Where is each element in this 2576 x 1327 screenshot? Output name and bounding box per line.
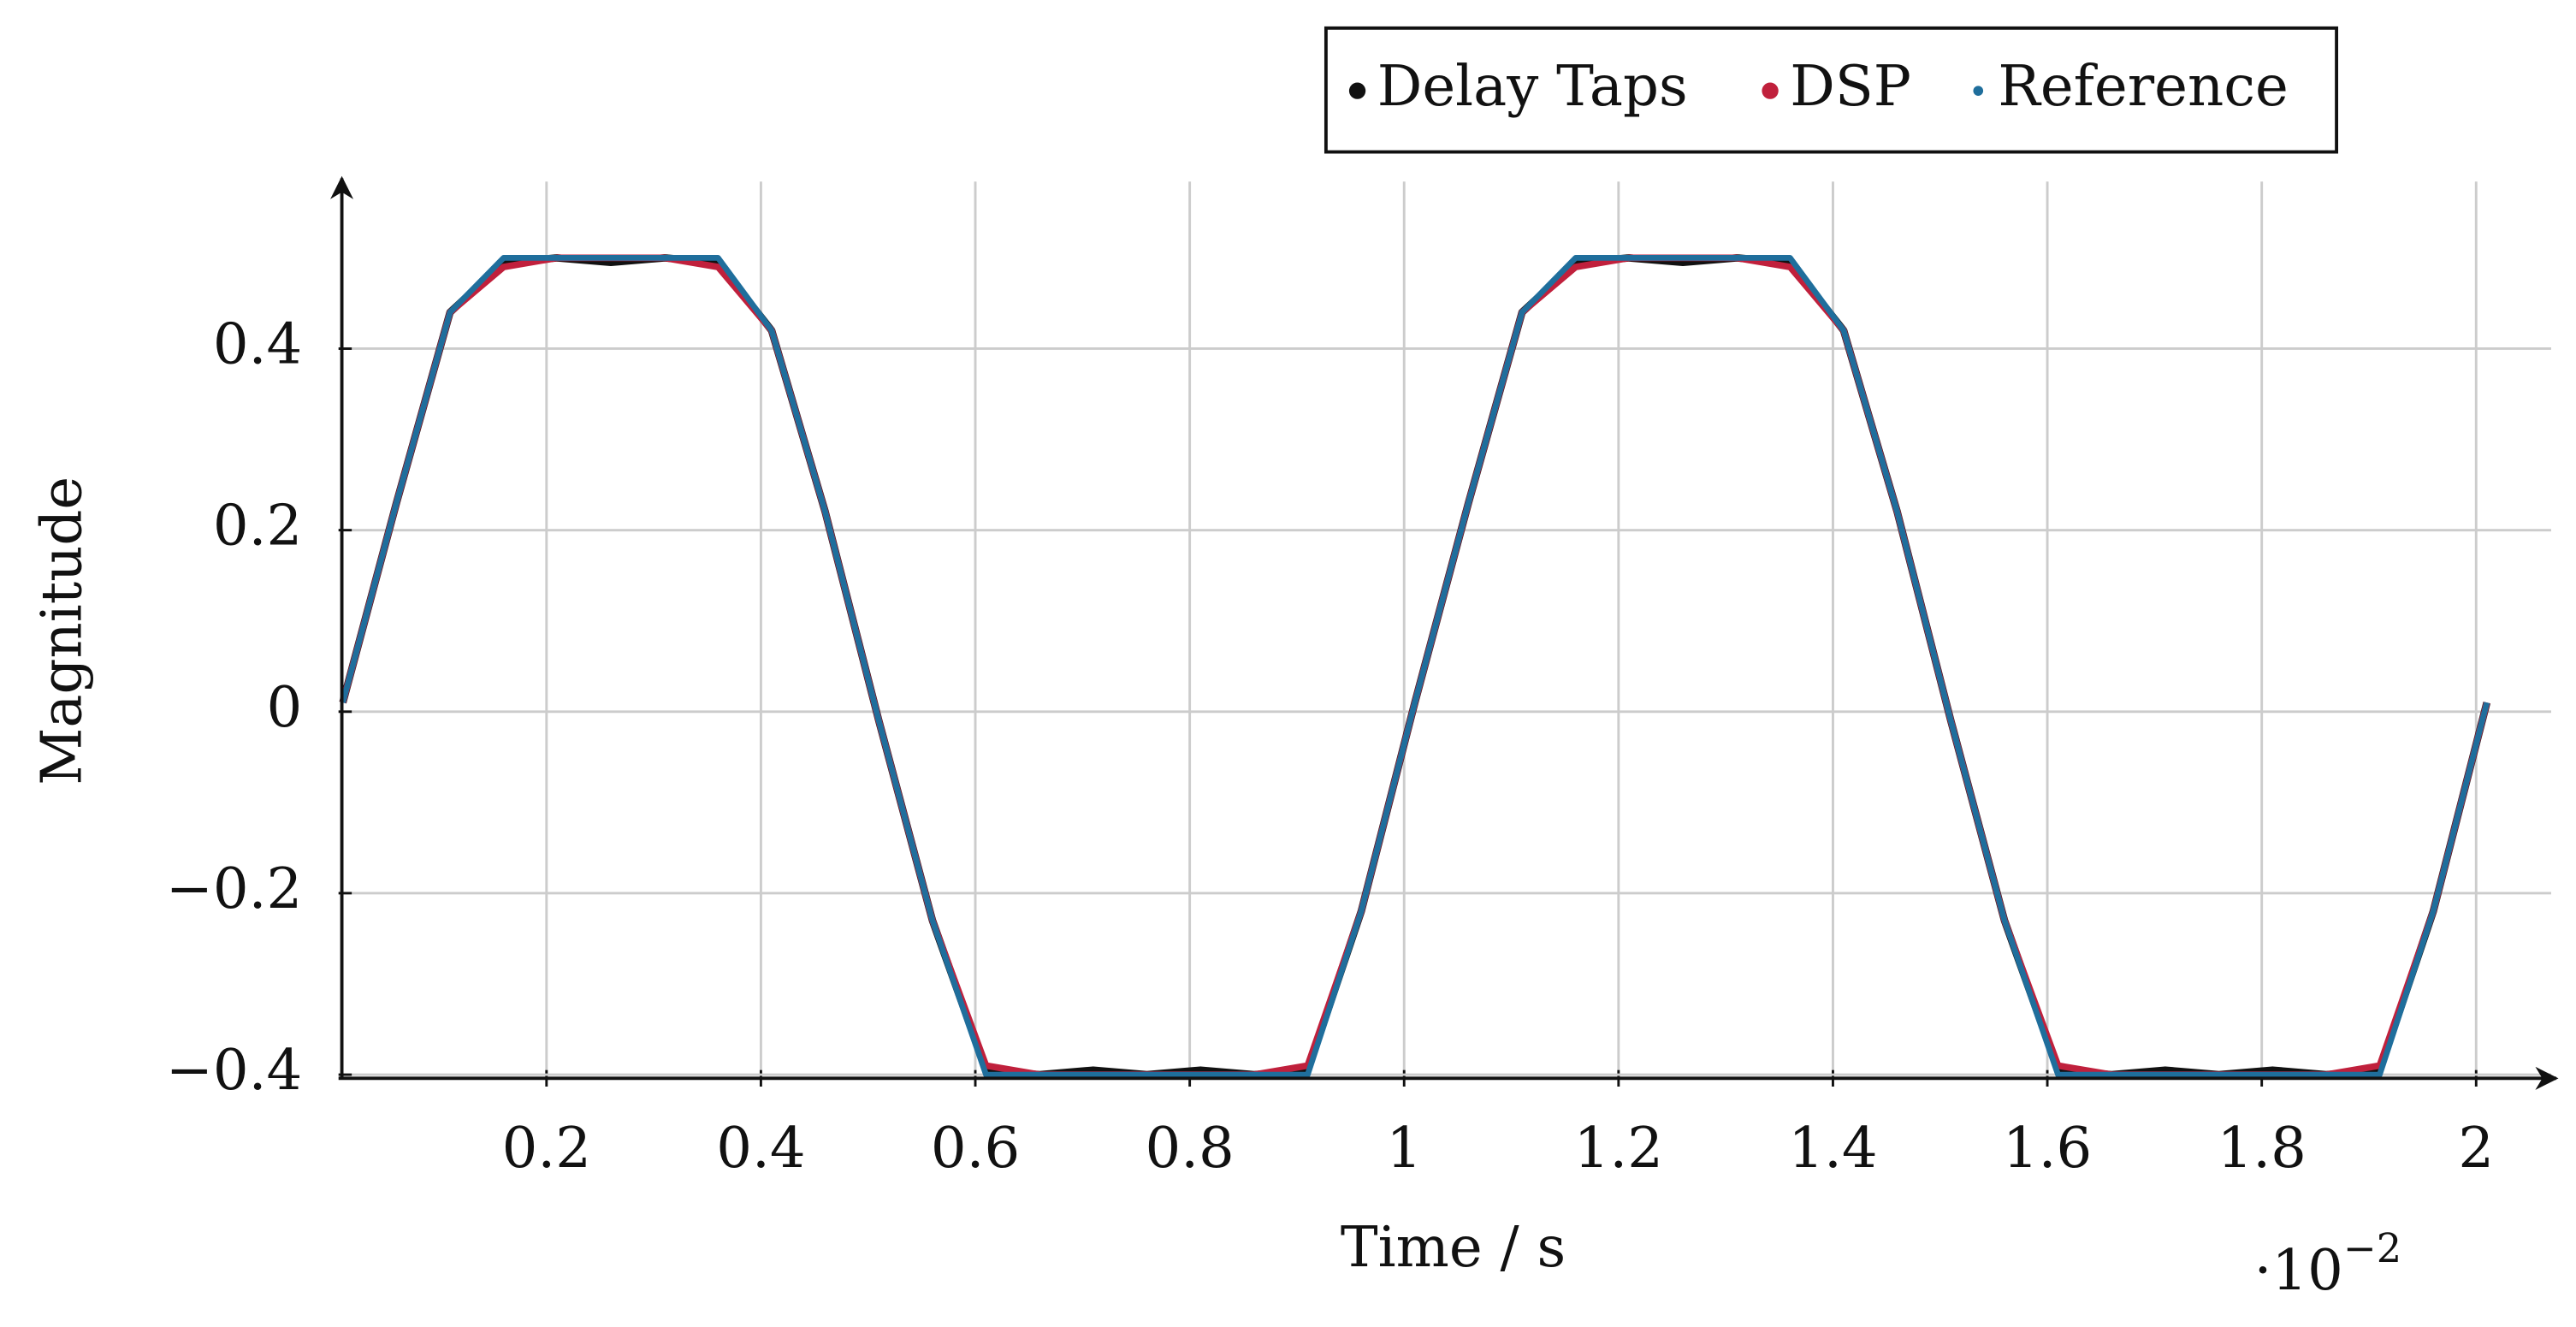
plot-lines <box>339 254 2491 1079</box>
x-tick-label: 0.6 <box>931 1116 1020 1181</box>
x-scale-label: ·10−2 <box>2254 1225 2402 1303</box>
legend: Delay Taps DSP Reference <box>1348 54 2289 119</box>
x-tick-label: 1.6 <box>2003 1116 2092 1181</box>
x-axis-label: Time / s <box>1341 1215 1566 1280</box>
y-tick-label: −0.4 <box>166 1038 302 1103</box>
grid <box>338 181 2551 1087</box>
y-tick-label: 0.2 <box>213 494 302 559</box>
x-tick-label: 2 <box>2458 1116 2494 1181</box>
legend-marker <box>1348 82 1366 99</box>
legend-label: Reference <box>1998 54 2288 119</box>
y-tick-label: 0 <box>267 675 303 740</box>
x-scale-base: ·10 <box>2254 1238 2343 1303</box>
series-line <box>339 254 2491 1079</box>
legend-marker <box>1973 86 1984 96</box>
x-tick-label: 1.2 <box>1574 1116 1663 1181</box>
x-tick-label: 1.4 <box>1788 1116 1877 1181</box>
x-tick-label: 1 <box>1386 1116 1422 1181</box>
series-line <box>340 255 2490 1078</box>
series-line <box>340 254 2490 1078</box>
x-tick-label: 0.4 <box>716 1116 805 1181</box>
y-axis-label: Magnitude <box>29 477 94 785</box>
legend-label: DSP <box>1790 54 1911 119</box>
legend-box <box>1324 26 2339 154</box>
y-tick-label: −0.2 <box>166 856 302 921</box>
x-tick-label: 1.8 <box>2218 1116 2307 1181</box>
legend-marker <box>1762 82 1779 99</box>
legend-label: Delay Taps <box>1377 54 1688 119</box>
y-tick-label: 0.4 <box>213 311 302 376</box>
x-tick-label: 0.8 <box>1145 1116 1234 1181</box>
x-scale-exponent: −2 <box>2343 1225 2401 1271</box>
x-tick-label: 0.2 <box>502 1116 591 1181</box>
